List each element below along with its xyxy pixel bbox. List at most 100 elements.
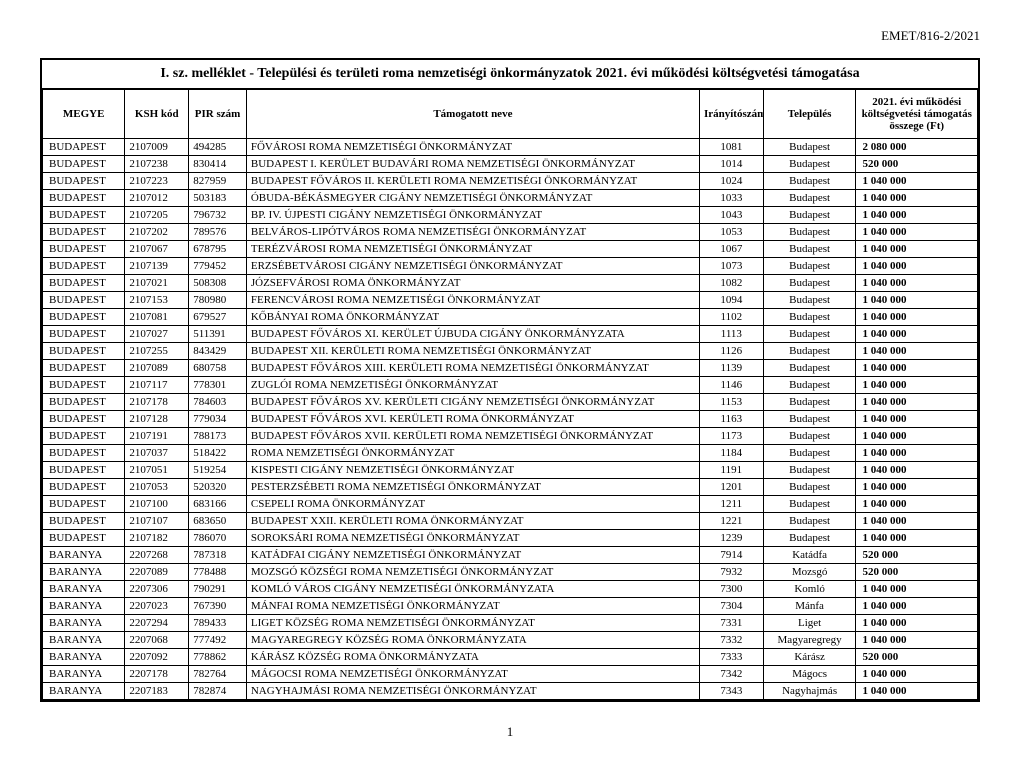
cell-ksh: 2107191 bbox=[125, 428, 189, 445]
cell-nev: TERÉZVÁROSI ROMA NEMZETISÉGI ÖNKORMÁNYZA… bbox=[246, 241, 699, 258]
cell-pir: 511391 bbox=[189, 326, 247, 343]
cell-irsz: 7914 bbox=[699, 547, 763, 564]
cell-nev: BUDAPEST FŐVÁROS XIII. KERÜLETI ROMA NEM… bbox=[246, 360, 699, 377]
cell-ksh: 2207092 bbox=[125, 649, 189, 666]
cell-osszeg: 1 040 000 bbox=[856, 462, 978, 479]
cell-pir: 789433 bbox=[189, 615, 247, 632]
cell-nev: LIGET KÖZSÉG ROMA NEMZETISÉGI ÖNKORMÁNYZ… bbox=[246, 615, 699, 632]
table-row: BARANYA2207268787318KATÁDFAI CIGÁNY NEMZ… bbox=[43, 547, 978, 564]
cell-irsz: 1201 bbox=[699, 479, 763, 496]
cell-telepules: Katádfa bbox=[763, 547, 856, 564]
cell-osszeg: 1 040 000 bbox=[856, 598, 978, 615]
cell-nev: ZUGLÓI ROMA NEMZETISÉGI ÖNKORMÁNYZAT bbox=[246, 377, 699, 394]
cell-megye: BUDAPEST bbox=[43, 173, 125, 190]
cell-megye: BUDAPEST bbox=[43, 394, 125, 411]
cell-megye: BUDAPEST bbox=[43, 479, 125, 496]
table-row: BUDAPEST2107081679527KŐBÁNYAI ROMA ÖNKOR… bbox=[43, 309, 978, 326]
cell-nev: FERENCVÁROSI ROMA NEMZETISÉGI ÖNKORMÁNYZ… bbox=[246, 292, 699, 309]
cell-megye: BUDAPEST bbox=[43, 224, 125, 241]
cell-ksh: 2107139 bbox=[125, 258, 189, 275]
cell-irsz: 7342 bbox=[699, 666, 763, 683]
cell-irsz: 1094 bbox=[699, 292, 763, 309]
cell-osszeg: 1 040 000 bbox=[856, 224, 978, 241]
cell-pir: 508308 bbox=[189, 275, 247, 292]
cell-ksh: 2207268 bbox=[125, 547, 189, 564]
cell-osszeg: 1 040 000 bbox=[856, 292, 978, 309]
cell-telepules: Nagyhajmás bbox=[763, 683, 856, 700]
cell-pir: 786070 bbox=[189, 530, 247, 547]
cell-ksh: 2107128 bbox=[125, 411, 189, 428]
cell-osszeg: 520 000 bbox=[856, 649, 978, 666]
cell-telepules: Budapest bbox=[763, 343, 856, 360]
page-number: 1 bbox=[40, 724, 980, 740]
cell-osszeg: 1 040 000 bbox=[856, 683, 978, 700]
cell-ksh: 2107053 bbox=[125, 479, 189, 496]
cell-telepules: Komló bbox=[763, 581, 856, 598]
table-row: BUDAPEST2107089680758BUDAPEST FŐVÁROS XI… bbox=[43, 360, 978, 377]
cell-irsz: 1014 bbox=[699, 156, 763, 173]
cell-osszeg: 1 040 000 bbox=[856, 632, 978, 649]
table-row: BUDAPEST2107191788173BUDAPEST FŐVÁROS XV… bbox=[43, 428, 978, 445]
cell-nev: CSEPELI ROMA ÖNKORMÁNYZAT bbox=[246, 496, 699, 513]
table-row: BARANYA2207294789433LIGET KÖZSÉG ROMA NE… bbox=[43, 615, 978, 632]
cell-megye: BARANYA bbox=[43, 598, 125, 615]
cell-osszeg: 1 040 000 bbox=[856, 513, 978, 530]
table-row: BUDAPEST2107027511391BUDAPEST FŐVÁROS XI… bbox=[43, 326, 978, 343]
cell-nev: KISPESTI CIGÁNY NEMZETISÉGI ÖNKORMÁNYZAT bbox=[246, 462, 699, 479]
cell-megye: BARANYA bbox=[43, 666, 125, 683]
cell-telepules: Budapest bbox=[763, 445, 856, 462]
cell-ksh: 2107178 bbox=[125, 394, 189, 411]
cell-ksh: 2107202 bbox=[125, 224, 189, 241]
cell-pir: 779452 bbox=[189, 258, 247, 275]
cell-telepules: Budapest bbox=[763, 156, 856, 173]
cell-megye: BARANYA bbox=[43, 615, 125, 632]
table-row: BARANYA2207068777492MAGYAREGREGY KÖZSÉG … bbox=[43, 632, 978, 649]
col-header-megye: MEGYE bbox=[43, 90, 125, 139]
cell-irsz: 1239 bbox=[699, 530, 763, 547]
table-row: BARANYA2207306790291KOMLÓ VÁROS CIGÁNY N… bbox=[43, 581, 978, 598]
cell-irsz: 1126 bbox=[699, 343, 763, 360]
cell-osszeg: 520 000 bbox=[856, 547, 978, 564]
cell-nev: MAGYAREGREGY KÖZSÉG ROMA ÖNKORMÁNYZATA bbox=[246, 632, 699, 649]
table-row: BARANYA2207023767390MÁNFAI ROMA NEMZETIS… bbox=[43, 598, 978, 615]
cell-telepules: Budapest bbox=[763, 207, 856, 224]
cell-megye: BUDAPEST bbox=[43, 139, 125, 156]
cell-osszeg: 1 040 000 bbox=[856, 615, 978, 632]
cell-ksh: 2107051 bbox=[125, 462, 189, 479]
cell-ksh: 2107067 bbox=[125, 241, 189, 258]
cell-pir: 787318 bbox=[189, 547, 247, 564]
cell-nev: BUDAPEST FŐVÁROS XI. KERÜLET ÚJBUDA CIGÁ… bbox=[246, 326, 699, 343]
cell-nev: BUDAPEST XXII. KERÜLETI ROMA ÖNKORMÁNYZA… bbox=[246, 513, 699, 530]
cell-telepules: Budapest bbox=[763, 377, 856, 394]
cell-ksh: 2107009 bbox=[125, 139, 189, 156]
cell-ksh: 2107223 bbox=[125, 173, 189, 190]
cell-osszeg: 1 040 000 bbox=[856, 258, 978, 275]
cell-irsz: 1153 bbox=[699, 394, 763, 411]
cell-nev: KATÁDFAI CIGÁNY NEMZETISÉGI ÖNKORMÁNYZAT bbox=[246, 547, 699, 564]
cell-pir: 520320 bbox=[189, 479, 247, 496]
cell-ksh: 2107037 bbox=[125, 445, 189, 462]
cell-osszeg: 1 040 000 bbox=[856, 190, 978, 207]
cell-irsz: 7300 bbox=[699, 581, 763, 598]
table-row: BARANYA2207092778862KÁRÁSZ KÖZSÉG ROMA Ö… bbox=[43, 649, 978, 666]
cell-megye: BARANYA bbox=[43, 632, 125, 649]
table-row: BUDAPEST2107153780980FERENCVÁROSI ROMA N… bbox=[43, 292, 978, 309]
cell-megye: BUDAPEST bbox=[43, 411, 125, 428]
table-row: BUDAPEST2107067678795TERÉZVÁROSI ROMA NE… bbox=[43, 241, 978, 258]
cell-pir: 683166 bbox=[189, 496, 247, 513]
cell-telepules: Magyaregregy bbox=[763, 632, 856, 649]
data-table-wrapper: MEGYE KSH kód PIR szám Támogatott neve I… bbox=[40, 90, 980, 702]
table-row: BARANYA2207178782764MÁGOCSI ROMA NEMZETI… bbox=[43, 666, 978, 683]
cell-pir: 778488 bbox=[189, 564, 247, 581]
cell-nev: BP. IV. ÚJPESTI CIGÁNY NEMZETISÉGI ÖNKOR… bbox=[246, 207, 699, 224]
cell-telepules: Mágocs bbox=[763, 666, 856, 683]
cell-telepules: Mozsgó bbox=[763, 564, 856, 581]
cell-ksh: 2207023 bbox=[125, 598, 189, 615]
cell-pir: 796732 bbox=[189, 207, 247, 224]
cell-nev: KŐBÁNYAI ROMA ÖNKORMÁNYZAT bbox=[246, 309, 699, 326]
cell-megye: BUDAPEST bbox=[43, 445, 125, 462]
cell-osszeg: 2 080 000 bbox=[856, 139, 978, 156]
cell-telepules: Kárász bbox=[763, 649, 856, 666]
cell-nev: ÓBUDA-BÉKÁSMEGYER CIGÁNY NEMZETISÉGI ÖNK… bbox=[246, 190, 699, 207]
cell-pir: 827959 bbox=[189, 173, 247, 190]
